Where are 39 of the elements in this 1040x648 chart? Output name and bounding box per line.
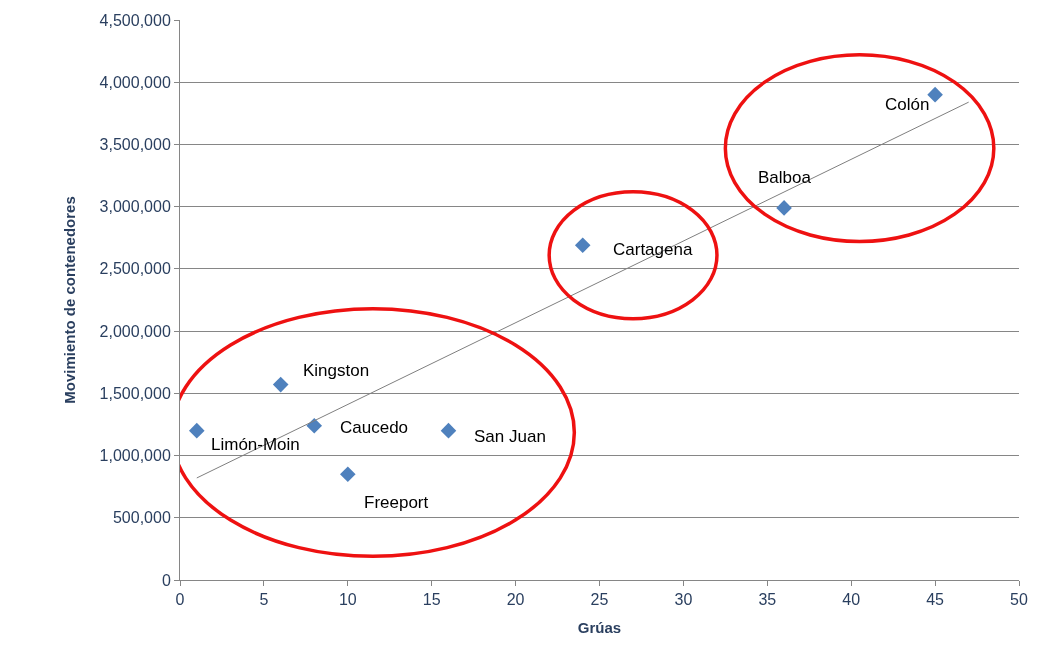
- point: [574, 237, 591, 254]
- x-tick-label: 20: [506, 591, 525, 609]
- y-tick-label: 1,500,000: [99, 384, 171, 402]
- annotation: Limón-Moin: [211, 435, 300, 454]
- x-tick-label: 50: [1010, 591, 1028, 609]
- x-tick-label: 35: [758, 591, 777, 609]
- x-tick-label: 0: [175, 591, 185, 609]
- annotation: Colón: [885, 95, 930, 114]
- y-tick-label: 500,000: [112, 509, 171, 527]
- y-tick-label: 2,500,000: [99, 260, 171, 278]
- x-axis-title: Grúas: [577, 619, 622, 637]
- y-tick-label: 0: [161, 571, 171, 589]
- x-tick-label: 10: [338, 591, 357, 609]
- y-tick-label: 4,000,000: [99, 73, 171, 91]
- x-tick-label: 40: [842, 591, 861, 609]
- annotation: Kingston: [303, 361, 370, 380]
- point: [306, 417, 323, 434]
- x-tick-label: 15: [422, 591, 441, 609]
- annotation: Freeport: [364, 493, 429, 512]
- point: [272, 376, 289, 393]
- y-tick-label: 3,500,000: [99, 136, 171, 154]
- point: [440, 422, 457, 439]
- y-tick-label: 2,000,000: [99, 322, 171, 340]
- annotation: San Juan: [474, 427, 546, 446]
- x-tick-label: 5: [259, 591, 269, 609]
- point: [340, 466, 356, 483]
- annotation: Cartagena: [613, 240, 693, 259]
- x-tick-label: 30: [674, 591, 693, 609]
- y-tick-label: 3,000,000: [99, 198, 171, 216]
- x-tick-label: 45: [926, 591, 945, 609]
- annotation: Caucedo: [340, 418, 409, 437]
- point: [927, 86, 943, 103]
- point: [188, 422, 205, 439]
- y-tick-label: 1,000,000: [99, 447, 171, 465]
- x-tick-label: 25: [590, 591, 609, 609]
- annotation: Balboa: [758, 168, 812, 187]
- y-axis-title: Movimiento de contenedores: [60, 196, 78, 404]
- point: [776, 200, 792, 216]
- y-tick-label: 4,500,000: [99, 11, 171, 29]
